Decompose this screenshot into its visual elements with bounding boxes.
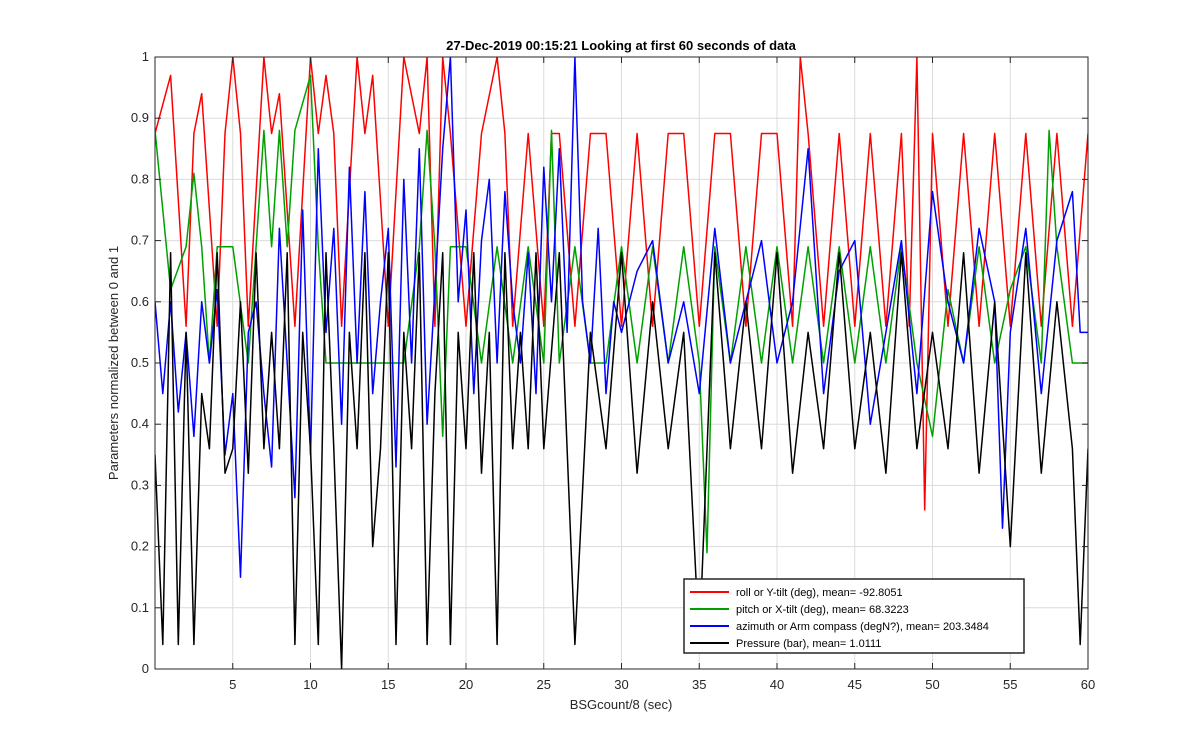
x-tick-label: 25 — [537, 677, 551, 692]
x-tick-label: 15 — [381, 677, 395, 692]
y-tick-label: 0.1 — [131, 600, 149, 615]
grid-lines — [155, 56, 1089, 670]
y-tick-label: 0.6 — [131, 294, 149, 309]
series-line-3 — [155, 252, 1088, 669]
y-tick-label: 0.7 — [131, 233, 149, 248]
x-tick-label: 35 — [692, 677, 706, 692]
legend-label: pitch or X-tilt (deg), mean= 68.3223 — [736, 604, 909, 616]
plot-area — [155, 57, 1088, 669]
x-axis-ticks: 5 10 15 20 25 30 35 40 45 50 55 60 — [229, 57, 1095, 692]
x-tick-label: 45 — [848, 677, 862, 692]
x-tick-label: 30 — [614, 677, 628, 692]
legend-label: Pressure (bar), mean= 1.0111 — [736, 638, 881, 650]
y-tick-label: 0.8 — [131, 171, 149, 186]
series-line-2 — [155, 57, 1088, 578]
x-tick-label: 50 — [925, 677, 939, 692]
y-tick-label: 0.4 — [131, 416, 149, 431]
x-tick-label: 55 — [1003, 677, 1017, 692]
x-tick-label: 60 — [1081, 677, 1095, 692]
series-line-1 — [155, 74, 1088, 554]
x-tick-label: 10 — [303, 677, 317, 692]
legend-box — [683, 578, 1025, 654]
series-line-0 — [155, 57, 1088, 511]
y-tick-label: 0.9 — [131, 110, 149, 125]
legend: roll or Y-tilt (deg), mean= -92.8051 pitc… — [683, 578, 1025, 654]
y-tick-label: 0.2 — [131, 539, 149, 554]
x-tick-label: 20 — [459, 677, 473, 692]
y-tick-label: 0 — [142, 661, 149, 676]
legend-label: azimuth or Arm compass (degN?), mean= 20… — [736, 621, 989, 633]
y-tick-label: 0.3 — [131, 477, 149, 492]
y-tick-label: 1 — [142, 49, 149, 64]
chart-title: 27-Dec-2019 00:15:21 Looking at first 60… — [446, 38, 796, 53]
y-axis-ticks: 0 0.1 0.2 0.3 0.4 0.5 0.6 0.7 0.8 0.9 1 — [131, 49, 1088, 676]
series-layer — [155, 57, 1088, 669]
legend-label: roll or Y-tilt (deg), mean= -92.8051 — [736, 587, 903, 599]
x-tick-label: 5 — [229, 677, 236, 692]
x-tick-label: 40 — [770, 677, 784, 692]
x-axis-label: BSGcount/8 (sec) — [570, 697, 673, 712]
y-tick-label: 0.5 — [131, 355, 149, 370]
y-axis-label: Parameters normalized between 0 and 1 — [106, 246, 121, 480]
